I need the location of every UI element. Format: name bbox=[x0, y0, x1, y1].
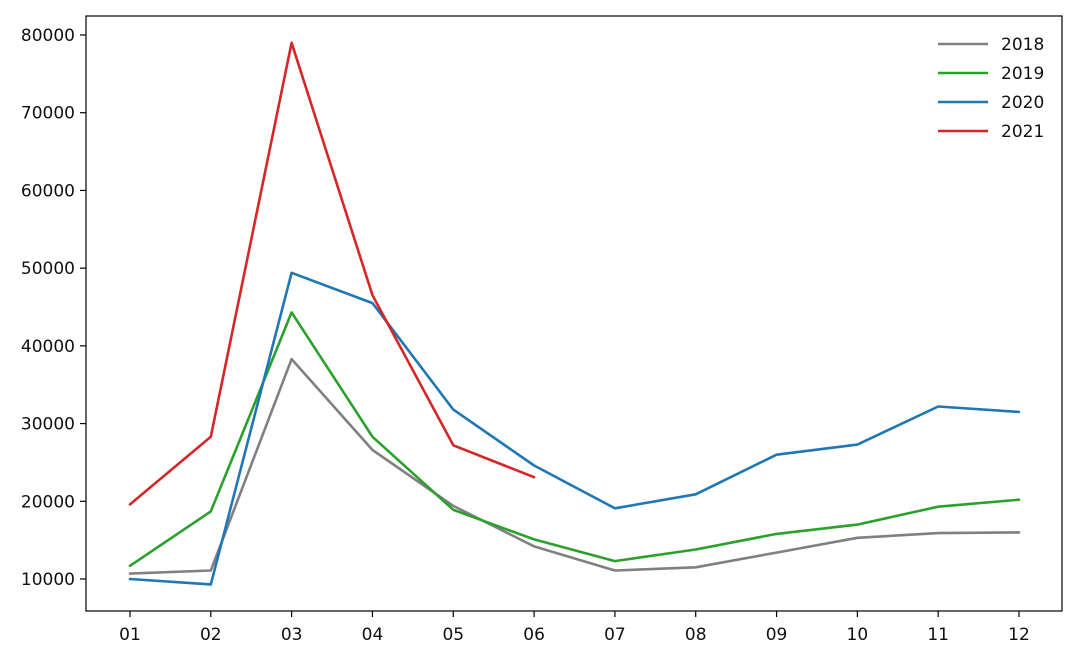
x-tick-label-06: 06 bbox=[523, 625, 545, 645]
y-tick-label-40000: 40000 bbox=[21, 337, 75, 357]
series-line-2019 bbox=[128, 311, 1021, 568]
x-tick-label-08: 08 bbox=[685, 625, 707, 645]
y-tick-label-50000: 50000 bbox=[21, 259, 75, 279]
x-tick-label-09: 09 bbox=[766, 625, 788, 645]
x-tick-label-01: 01 bbox=[119, 625, 141, 645]
y-tick-label-20000: 20000 bbox=[21, 492, 75, 512]
y-tick-label-70000: 70000 bbox=[21, 104, 75, 124]
legend: 2018 2019 2020 2021 bbox=[938, 35, 1044, 142]
x-axis: 01 02 03 04 05 06 07 08 09 10 11 12 bbox=[119, 611, 1030, 645]
x-tick-label-11: 11 bbox=[927, 625, 949, 645]
x-tick-label-07: 07 bbox=[604, 625, 626, 645]
plot-frame bbox=[85, 15, 1063, 612]
series-line-2018 bbox=[128, 357, 1021, 575]
x-tick-label-05: 05 bbox=[442, 625, 464, 645]
x-tick-label-10: 10 bbox=[847, 625, 869, 645]
y-tick-label-30000: 30000 bbox=[21, 415, 75, 435]
y-tick-label-60000: 60000 bbox=[21, 181, 75, 201]
legend-label-2020: 2020 bbox=[1001, 93, 1044, 113]
x-tick-label-04: 04 bbox=[362, 625, 384, 645]
series-line-2020 bbox=[128, 271, 1021, 586]
x-tick-label-12: 12 bbox=[1008, 625, 1030, 645]
legend-label-2021: 2021 bbox=[1001, 122, 1044, 142]
legend-label-2019: 2019 bbox=[1001, 64, 1044, 84]
y-tick-label-80000: 80000 bbox=[21, 26, 75, 46]
y-tick-label-10000: 10000 bbox=[21, 570, 75, 590]
y-axis: 10000 20000 30000 40000 50000 60000 70000 80000 bbox=[21, 26, 86, 590]
legend-label-2018: 2018 bbox=[1001, 35, 1044, 55]
x-tick-label-03: 03 bbox=[281, 625, 303, 645]
series-line-2021 bbox=[128, 41, 536, 506]
series-layer bbox=[128, 41, 1021, 586]
x-tick-label-02: 02 bbox=[200, 625, 222, 645]
